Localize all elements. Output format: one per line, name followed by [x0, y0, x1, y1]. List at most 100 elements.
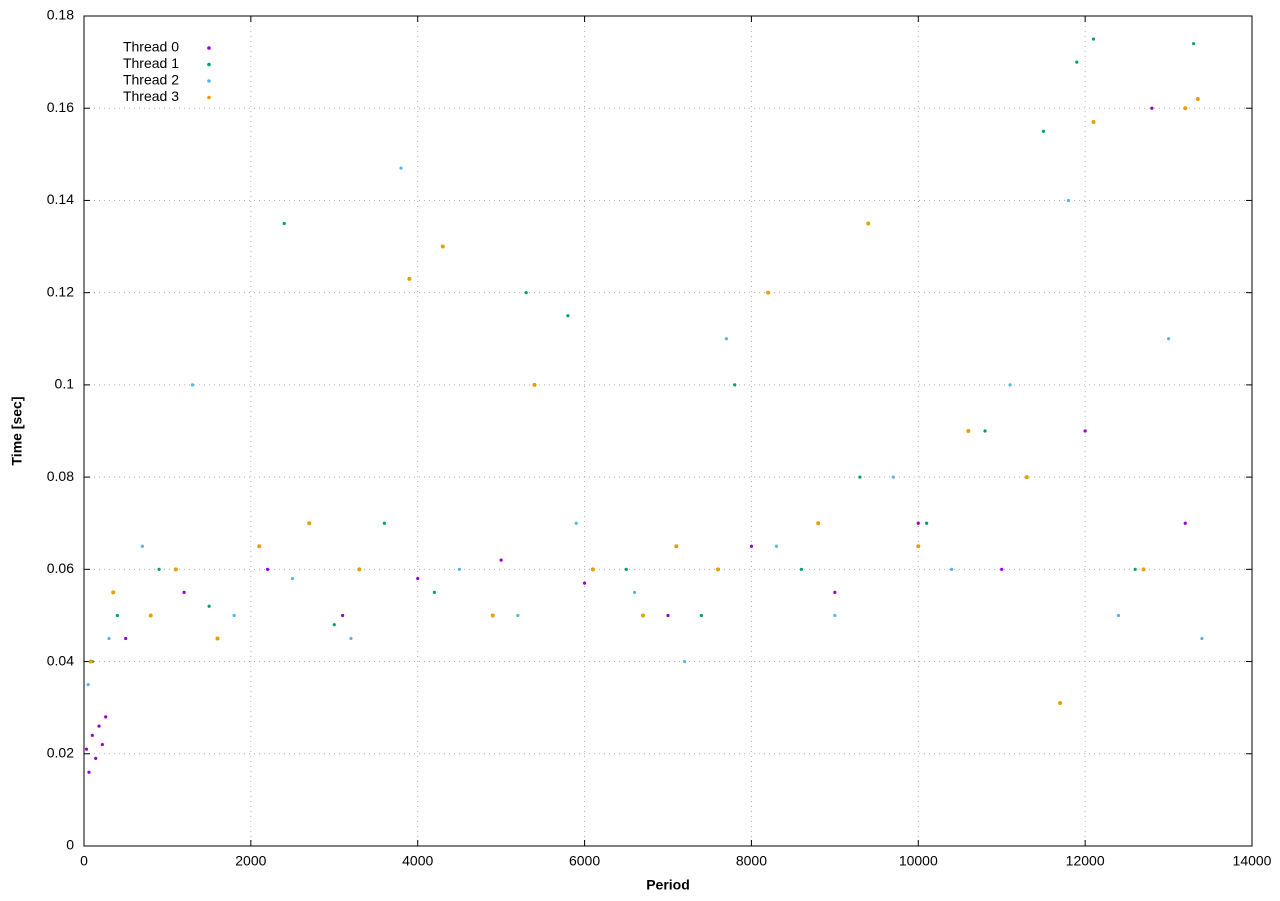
point	[182, 590, 186, 594]
point	[499, 558, 503, 562]
point	[1091, 120, 1096, 125]
point	[574, 521, 578, 525]
point	[90, 733, 94, 737]
point	[1116, 613, 1121, 618]
point	[816, 521, 821, 526]
point	[124, 636, 128, 641]
point	[88, 659, 93, 664]
y-tick-label: 0.14	[47, 191, 74, 207]
point	[891, 475, 895, 479]
point	[190, 383, 195, 387]
legend-label: Thread 3	[123, 88, 179, 104]
point	[590, 567, 595, 572]
x-tick-label: 4000	[402, 853, 433, 869]
point	[624, 567, 628, 571]
x-axis-title: Period	[646, 877, 690, 893]
point	[582, 581, 587, 585]
point	[307, 521, 312, 526]
point	[633, 590, 637, 594]
point	[1066, 198, 1071, 203]
point	[799, 567, 804, 571]
x-tick-label: 12000	[1066, 853, 1105, 869]
point	[232, 613, 236, 618]
y-tick-label: 0.08	[47, 468, 74, 484]
point	[382, 521, 386, 525]
point	[916, 521, 920, 525]
point	[683, 659, 687, 664]
point	[566, 314, 570, 318]
point	[107, 636, 111, 641]
y-axis-title: Time [sec]	[9, 397, 25, 466]
point	[716, 567, 721, 572]
y-tick-label: 0.12	[47, 283, 74, 299]
point	[115, 613, 119, 618]
point	[858, 475, 862, 479]
point	[104, 715, 108, 719]
point	[407, 276, 412, 281]
point	[532, 382, 537, 387]
point	[282, 221, 286, 226]
point	[100, 742, 104, 747]
point	[1200, 636, 1204, 641]
point	[215, 636, 220, 641]
point	[111, 590, 116, 595]
point	[774, 544, 779, 548]
y-tick-label: 0.04	[47, 652, 74, 668]
point	[1166, 337, 1171, 341]
point	[833, 613, 837, 618]
y-tick-label: 0.06	[47, 560, 74, 576]
x-tick-label: 2000	[235, 853, 266, 869]
point	[399, 166, 403, 170]
point	[766, 290, 771, 295]
point	[341, 613, 345, 618]
point	[1192, 42, 1196, 46]
point	[966, 429, 971, 433]
y-tick-label: 0.18	[47, 7, 74, 23]
point	[640, 613, 645, 618]
point	[94, 756, 98, 760]
point	[457, 567, 462, 571]
point	[86, 683, 90, 687]
point	[87, 770, 91, 774]
point	[733, 383, 737, 387]
legend-marker	[207, 62, 211, 67]
point	[925, 521, 929, 525]
x-tick-label: 10000	[899, 853, 938, 869]
point	[1083, 429, 1087, 433]
point	[257, 544, 262, 549]
legend-label: Thread 0	[123, 39, 179, 55]
y-tick-label: 0.02	[47, 744, 74, 760]
point	[1058, 701, 1063, 706]
point	[1195, 97, 1200, 101]
point	[84, 747, 89, 751]
legend-marker	[207, 46, 211, 50]
point	[950, 567, 954, 571]
point	[674, 544, 679, 549]
point	[1183, 106, 1188, 111]
point	[1075, 60, 1079, 64]
x-tick-label: 0	[80, 853, 88, 869]
point	[265, 567, 270, 571]
point	[1041, 129, 1046, 133]
point	[416, 576, 420, 581]
x-tick-label: 6000	[569, 853, 600, 869]
point	[97, 724, 101, 728]
y-tick-label: 0	[66, 837, 74, 853]
point	[699, 613, 703, 618]
y-tick-label: 0.1	[55, 376, 75, 392]
point	[833, 590, 837, 594]
point	[332, 623, 336, 627]
point	[1183, 521, 1187, 525]
point	[490, 613, 495, 618]
point	[173, 567, 178, 572]
point	[916, 544, 921, 549]
point	[524, 291, 528, 295]
x-tick-label: 8000	[736, 853, 767, 869]
point	[157, 567, 161, 571]
point	[516, 613, 520, 618]
y-tick-label: 0.16	[47, 99, 74, 115]
plot-frame	[83, 15, 1253, 847]
point	[140, 544, 144, 548]
